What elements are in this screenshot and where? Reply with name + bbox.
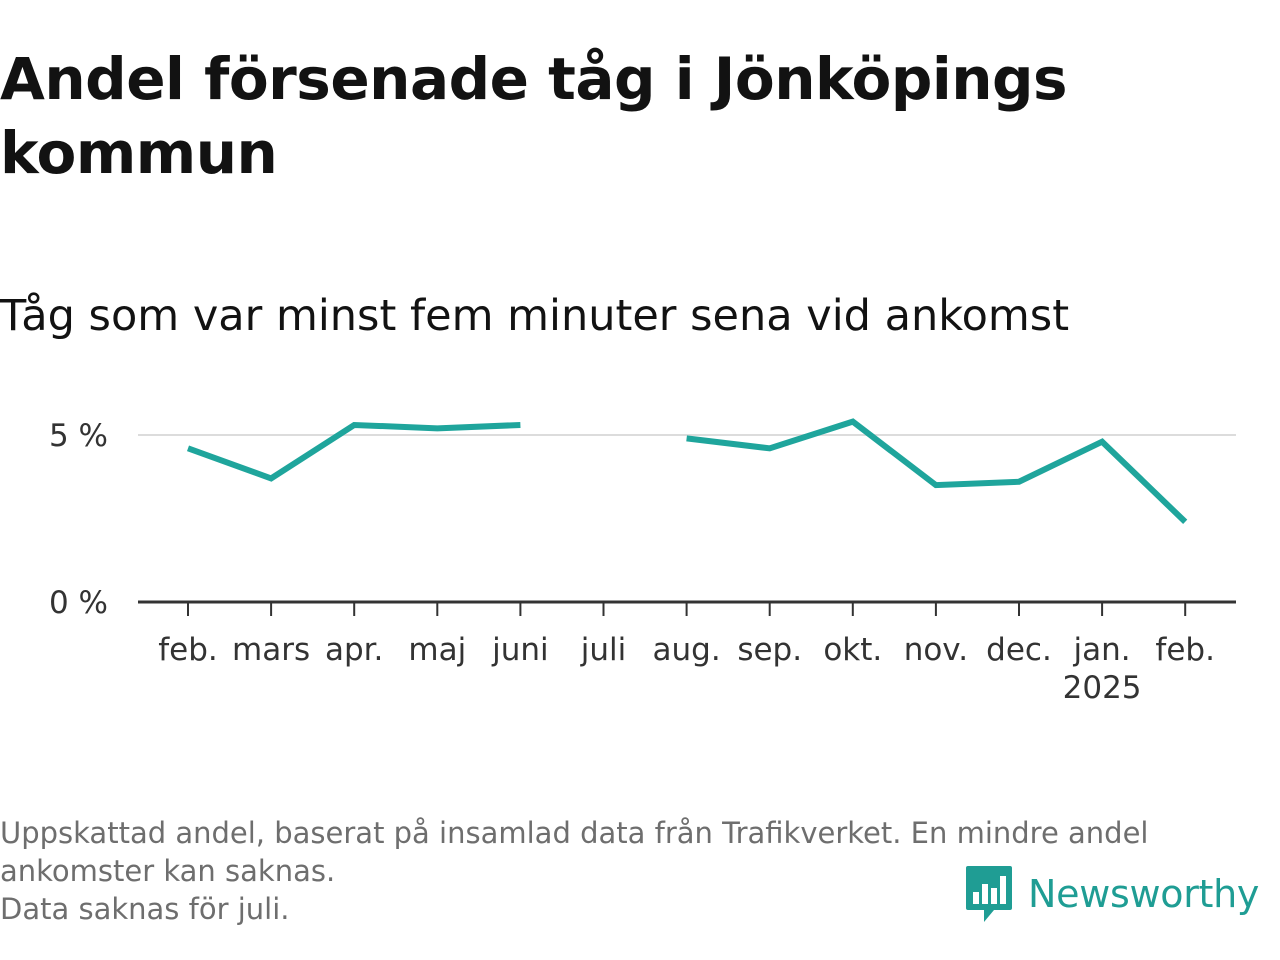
y-tick-label: 5 %	[49, 418, 108, 454]
footnote-line: ankomster kan saknas.	[0, 854, 336, 888]
y-tick-label: 0 %	[49, 585, 108, 621]
x-tick-label: juli	[580, 632, 627, 668]
chart-title: Andel försenade tåg i Jönköpings kommun	[0, 45, 1068, 187]
line-chart: 0 % 5 % feb. mars apr. maj juni juli aug. sep. okt…	[49, 418, 1236, 706]
newsworthy-chart-bubble-icon	[966, 866, 1012, 922]
chart-subtitle: Tåg som var minst fem minuter sena vid a…	[0, 291, 1070, 341]
series-line-segment	[186, 421, 521, 482]
x-year-label: 2025	[1063, 670, 1142, 706]
x-tick-label: sep.	[737, 632, 802, 668]
newsworthy-logo: Newsworthy	[964, 864, 1259, 924]
footnote-line: Uppskattad andel, baserat på insamlad da…	[0, 816, 1149, 850]
x-tick-label: feb.	[1155, 632, 1215, 668]
footnote-line: Data saknas för juli.	[0, 892, 290, 926]
x-tick-label: okt.	[823, 632, 882, 668]
x-tick-label: nov.	[904, 632, 968, 668]
x-tick-label: apr.	[325, 632, 383, 668]
series-line-segment	[686, 418, 1188, 524]
footnotes: Uppskattad andel, baserat på insamlad da…	[0, 814, 1270, 928]
x-tick-label: maj	[408, 632, 466, 668]
x-tick-label: jan.	[1073, 632, 1131, 668]
x-tick-label: feb.	[158, 632, 218, 668]
x-tick-label: dec.	[986, 632, 1052, 668]
x-tick-label: mars	[232, 632, 310, 668]
x-tick-label: aug.	[653, 632, 721, 668]
logo-text: Newsworthy	[1028, 872, 1260, 916]
x-tick-label: juni	[491, 632, 549, 668]
